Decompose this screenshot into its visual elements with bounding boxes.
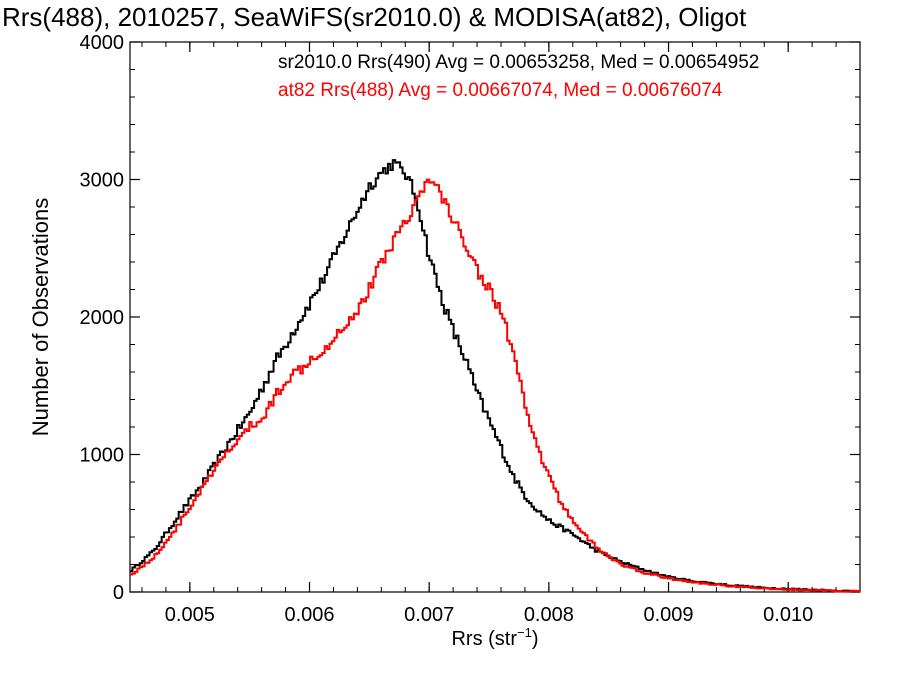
legend-entry-at82: at82 Rrs(488) Avg = 0.00667074, Med = 0.… [278, 80, 723, 101]
x-tick-label: 0.008 [524, 604, 574, 626]
y-tick-label: 2000 [80, 307, 125, 329]
x-axis-label: Rrs (str−1) [451, 625, 538, 650]
x-axis-label-superscript: −1 [517, 625, 532, 640]
y-tick-label: 4000 [80, 32, 125, 54]
chart-title: Rrs(488), 2010257, SeaWiFS(sr2010.0) & M… [2, 2, 747, 32]
legend-entry-sr2010: sr2010.0 Rrs(490) Avg = 0.00653258, Med … [278, 52, 759, 73]
series-group [130, 159, 860, 593]
series-line-0 [130, 159, 860, 593]
plot-frame [129, 41, 861, 593]
series-line-1 [130, 178, 860, 593]
x-axis: 0.005 0.006 0.007 0.008 0.009 0.010 [141, 42, 861, 626]
y-axis-label: Number of Observations [28, 198, 53, 436]
y-axis: 0 1000 2000 3000 4000 [80, 32, 860, 604]
x-tick-label: 0.009 [643, 604, 693, 626]
x-axis-label-close: ) [532, 628, 539, 650]
x-tick-label: 0.005 [165, 604, 215, 626]
x-tick-label: 0.010 [763, 604, 813, 626]
x-tick-label: 0.007 [404, 604, 454, 626]
y-tick-label: 3000 [80, 170, 125, 192]
y-tick-label: 1000 [80, 445, 125, 467]
x-tick-label: 0.006 [284, 604, 334, 626]
x-axis-label-text: Rrs (str [451, 628, 517, 650]
y-tick-label: 0 [113, 582, 124, 604]
